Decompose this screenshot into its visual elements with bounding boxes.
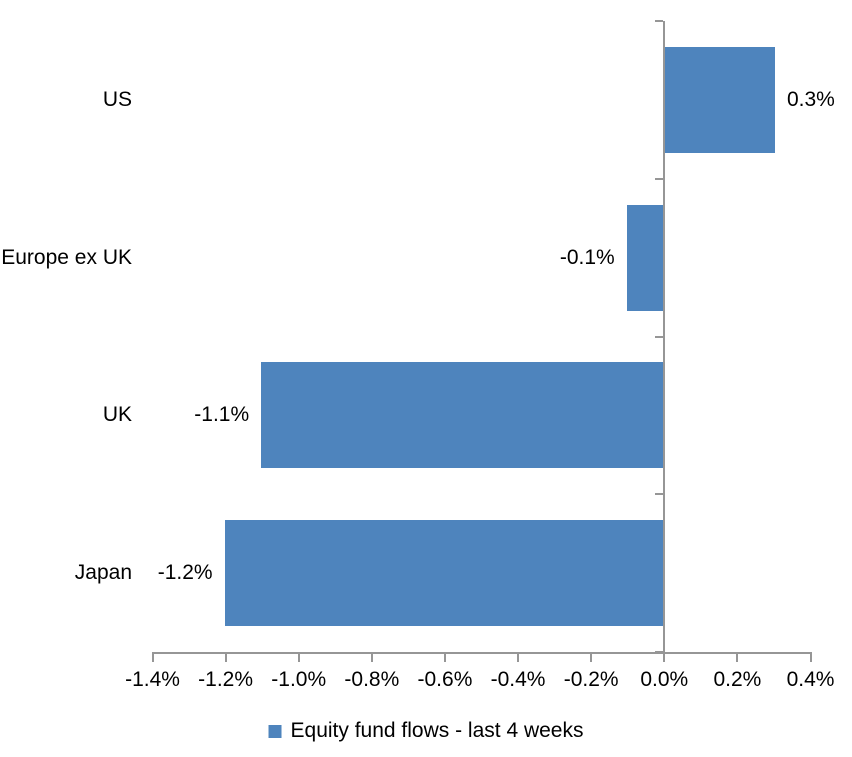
y-axis-tick	[655, 335, 664, 338]
x-axis-tick-label: -0.2%	[563, 668, 619, 691]
bar	[224, 520, 664, 627]
bar	[261, 362, 664, 469]
y-axis-tick	[655, 20, 664, 22]
x-axis-tick-label: 0.2%	[713, 668, 762, 691]
x-axis-tick	[370, 652, 373, 662]
y-axis-tick	[655, 177, 664, 180]
x-axis-tick	[663, 652, 666, 662]
x-axis-tick-label: 0.0%	[640, 668, 689, 691]
category-label: UK	[102, 403, 132, 427]
x-axis-tick	[151, 652, 154, 662]
x-axis-tick-label: -1.2%	[198, 668, 254, 691]
x-axis-tick	[297, 652, 300, 662]
bar	[626, 204, 664, 311]
x-axis-tick-label: -0.8%	[344, 668, 400, 691]
x-axis-tick	[809, 652, 812, 662]
category-label: Europe ex UK	[1, 245, 132, 269]
bar-value-label: -1.1%	[194, 403, 250, 427]
x-axis-tick	[517, 652, 520, 662]
bar-value-label: 0.3%	[786, 87, 835, 111]
x-axis-tick-label: 0.4%	[786, 668, 835, 691]
y-axis-line	[663, 21, 666, 654]
x-axis-tick-label: -0.4%	[490, 668, 546, 691]
x-axis-tick	[443, 652, 446, 662]
x-axis-tick-label: -0.6%	[417, 668, 473, 691]
legend: Equity fund flows - last 4 weeks	[268, 719, 584, 743]
y-axis-tick	[655, 651, 664, 653]
category-label: US	[102, 87, 132, 111]
x-axis-tick	[224, 652, 227, 662]
category-label: Japan	[74, 561, 132, 585]
legend-label: Equity fund flows - last 4 weeks	[290, 719, 584, 742]
bar	[665, 46, 775, 153]
legend-marker-icon	[268, 724, 282, 738]
x-axis-tick	[590, 652, 593, 662]
bar-value-label: -1.2%	[157, 561, 213, 585]
x-axis-tick	[736, 652, 739, 662]
bar-value-label: -0.1%	[559, 245, 615, 269]
x-axis-line	[151, 652, 812, 654]
x-axis-tick-label: -1.4%	[125, 668, 180, 691]
x-axis-tick-label: -1.0%	[271, 668, 327, 691]
y-axis-tick	[655, 493, 664, 496]
